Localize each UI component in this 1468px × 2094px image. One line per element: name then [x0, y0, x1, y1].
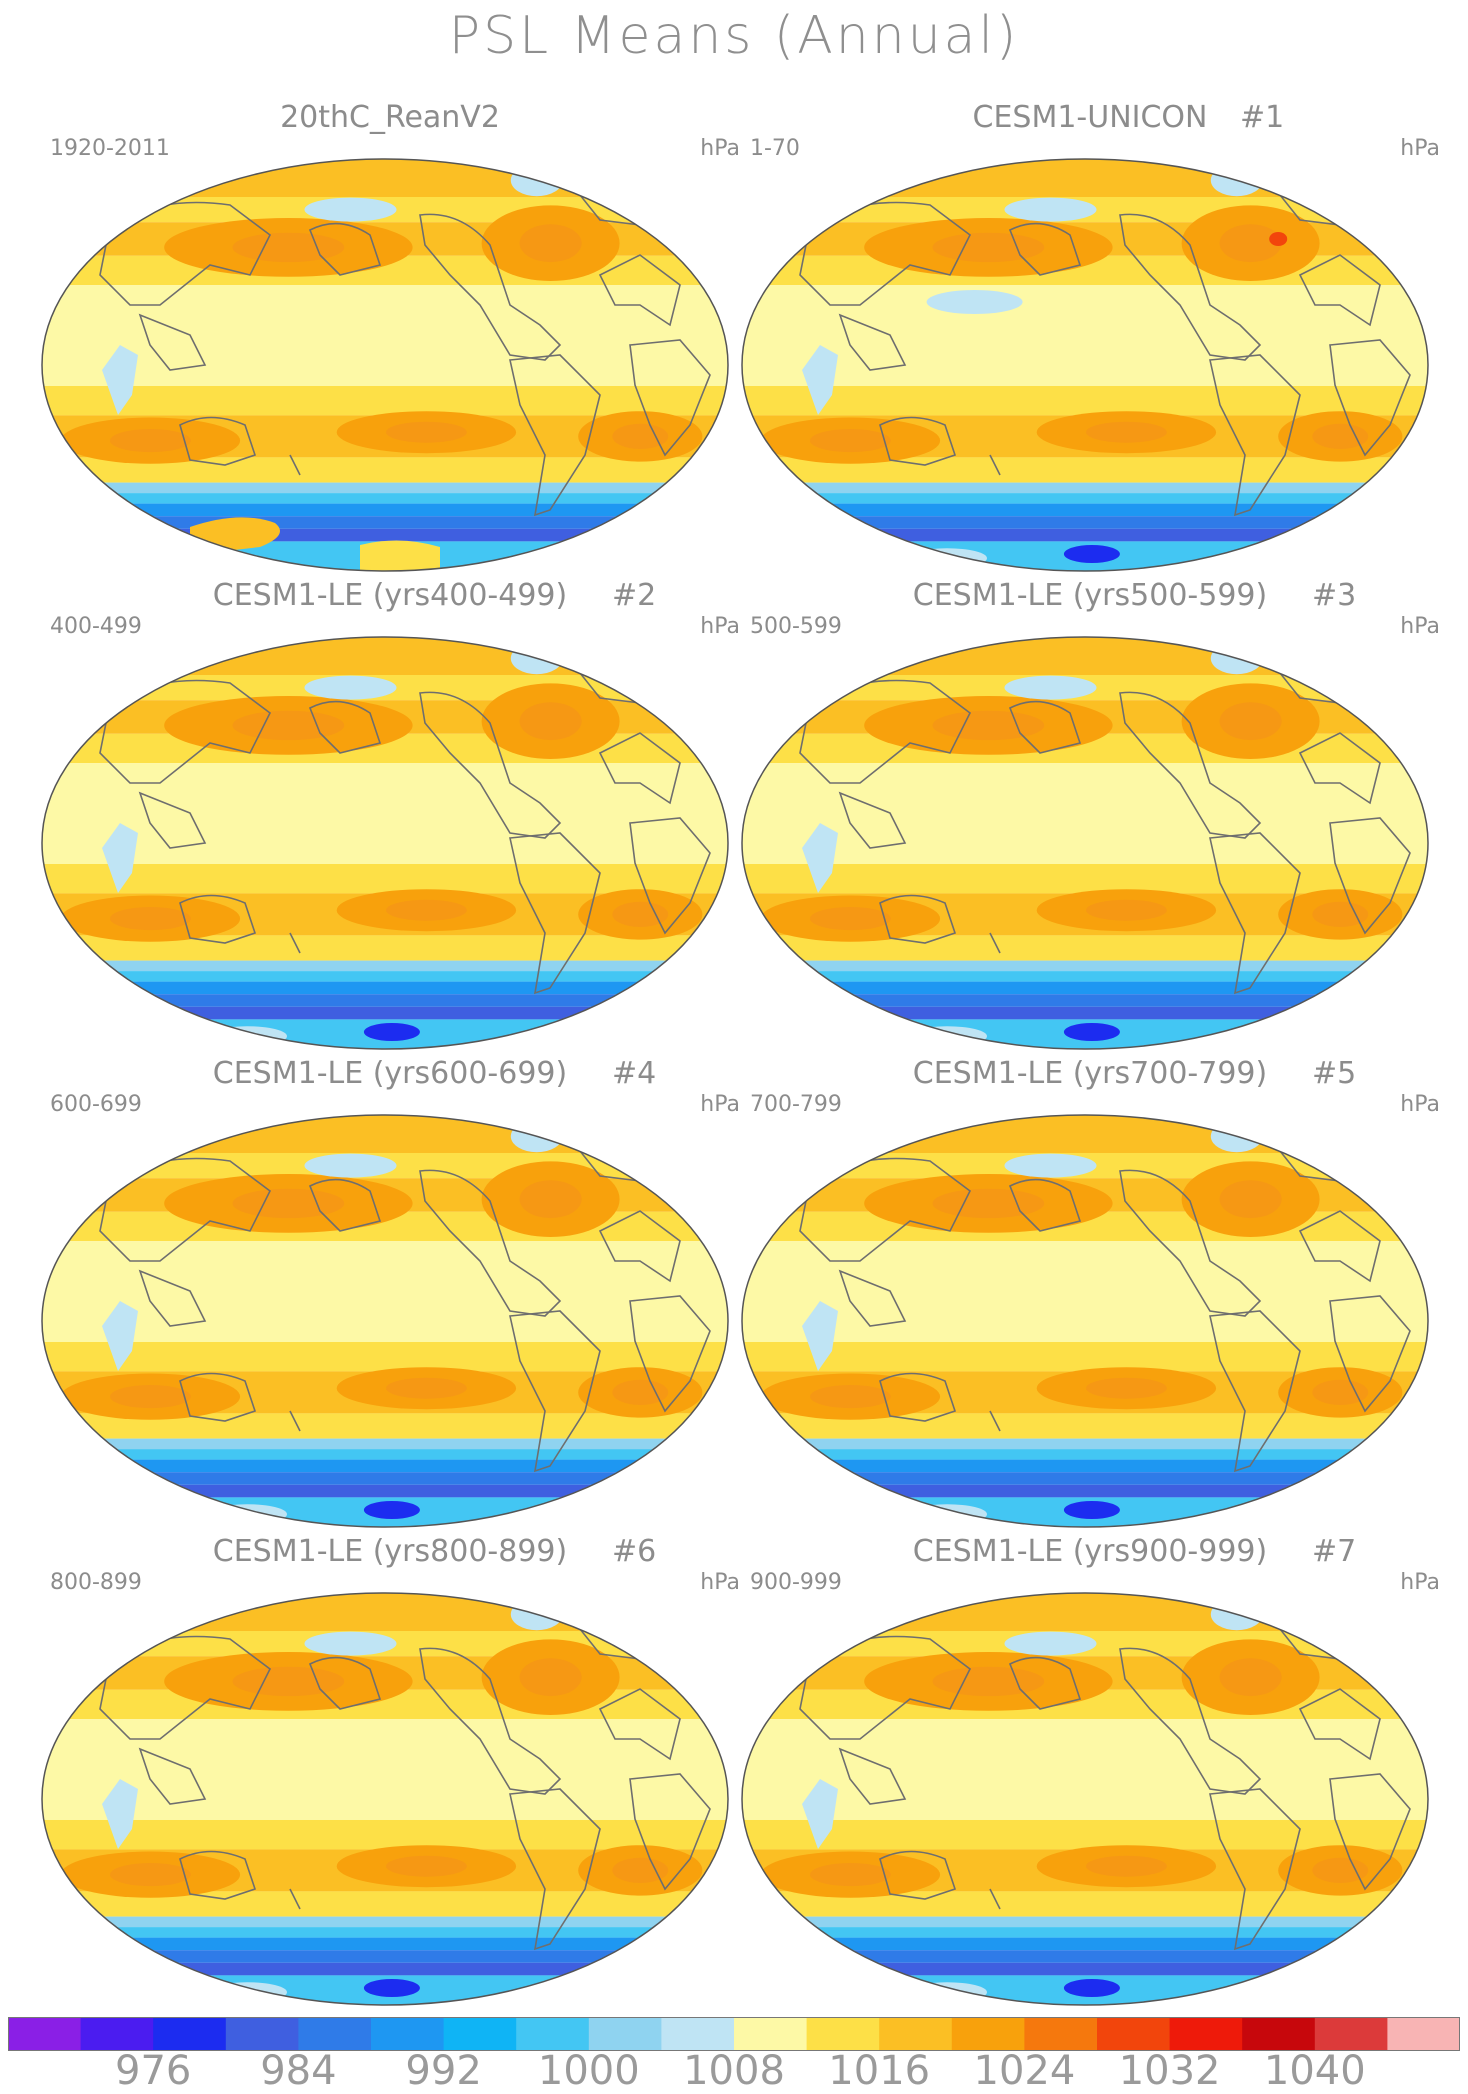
colorbar-swatch: [80, 2017, 154, 2051]
panel-title: CESM1-LE (yrs600-699): [212, 1056, 568, 1091]
colorbar-label: 1016: [828, 2048, 931, 2094]
colorbar-swatch: [1314, 2017, 1388, 2051]
panel-units: hPa: [1400, 1092, 1440, 1117]
panel-years: 400-499: [50, 614, 142, 639]
panel-title: CESM1-LE (yrs900-999): [912, 1534, 1268, 1569]
panel-title: CESM1-LE (yrs500-599): [912, 578, 1268, 613]
panel-title: CESM1-UNICON: [972, 100, 1208, 135]
panel-years: 1920-2011: [50, 136, 170, 161]
panel-number: #4: [612, 1056, 657, 1091]
panel-number: #5: [1312, 1056, 1357, 1091]
colorbar-swatch: [153, 2017, 227, 2051]
panel-number: #1: [1240, 100, 1285, 135]
panel-number: #7: [1312, 1534, 1357, 1569]
colorbar-swatch: [516, 2017, 590, 2051]
psl-map: [41, 1114, 729, 1528]
panel-title: CESM1-LE (yrs800-899): [212, 1534, 568, 1569]
colorbar-swatch: [734, 2017, 808, 2051]
psl-map: [741, 158, 1429, 572]
colorbar-label: 1008: [683, 2048, 785, 2094]
colorbar-label: 984: [260, 2048, 337, 2094]
colorbar-swatch: [1387, 2017, 1460, 2051]
map-panel: CESM1-LE (yrs700-799) #5 700-799 hPa: [740, 1056, 1440, 1528]
colorbar-swatch: [298, 2017, 372, 2051]
colorbar-swatch: [588, 2017, 662, 2051]
colorbar-labels: 976 984 992 1000 1008 1016 1024 1032 1040: [0, 2048, 1468, 2094]
colorbar-swatch: [879, 2017, 953, 2051]
panel-number: #3: [1312, 578, 1357, 613]
psl-map: [741, 1592, 1429, 2006]
panel-units: hPa: [700, 1092, 740, 1117]
panel-units: hPa: [1400, 136, 1440, 161]
colorbar-swatch: [1097, 2017, 1171, 2051]
map-panel: 20thC_ReanV2 1920-2011 hPa: [40, 100, 740, 572]
panel-number: #6: [612, 1534, 657, 1569]
panel-units: hPa: [700, 1570, 740, 1595]
psl-map: [741, 1114, 1429, 1528]
panel-years: 700-799: [750, 1092, 842, 1117]
colorbar-swatch: [1024, 2017, 1098, 2051]
colorbar-label: 1024: [973, 2048, 1076, 2094]
panel-units: hPa: [1400, 1570, 1440, 1595]
panel-title: CESM1-LE (yrs700-799): [912, 1056, 1268, 1091]
panel-units: hPa: [700, 614, 740, 639]
colorbar-swatch: [1169, 2017, 1243, 2051]
colorbar-swatch: [806, 2017, 880, 2051]
psl-map: [41, 636, 729, 1050]
colorbar-swatch: [661, 2017, 735, 2051]
panel-years: 600-699: [50, 1092, 142, 1117]
panel-number: #2: [612, 578, 657, 613]
colorbar-swatch: [443, 2017, 517, 2051]
psl-map: [41, 158, 729, 572]
panel-years: 800-899: [50, 1570, 142, 1595]
colorbar-label: 992: [405, 2048, 482, 2094]
psl-map: [41, 1592, 729, 2006]
colorbar-label: 1000: [537, 2048, 640, 2094]
map-panel: CESM1-LE (yrs900-999) #7 900-999 hPa: [740, 1534, 1440, 2006]
colorbar-label: 1040: [1263, 2048, 1366, 2094]
panel-years: 900-999: [750, 1570, 842, 1595]
colorbar-swatch: [1242, 2017, 1316, 2051]
map-panel: CESM1-LE (yrs600-699) #4 600-699 hPa: [40, 1056, 740, 1528]
colorbar-swatch: [8, 2017, 82, 2051]
colorbar-label: 976: [115, 2048, 192, 2094]
colorbar-swatch: [951, 2017, 1025, 2051]
panel-years: 500-599: [750, 614, 842, 639]
psl-map: [741, 636, 1429, 1050]
figure-title: PSL Means (Annual): [448, 6, 1020, 66]
colorbar-label: 1032: [1118, 2048, 1221, 2094]
map-panel: CESM1-LE (yrs400-499) #2 400-499 hPa: [40, 578, 740, 1050]
map-panel: CESM1-UNICON #1 1-70 hPa: [740, 100, 1440, 572]
panel-units: hPa: [700, 136, 740, 161]
colorbar-swatch: [225, 2017, 299, 2051]
panel-title: CESM1-LE (yrs400-499): [212, 578, 568, 613]
map-panel: CESM1-LE (yrs800-899) #6 800-899 hPa: [40, 1534, 740, 2006]
panel-units: hPa: [1400, 614, 1440, 639]
colorbar-swatch: [371, 2017, 445, 2051]
panel-title: 20thC_ReanV2: [280, 100, 500, 135]
colorbar: [8, 2017, 1460, 2051]
panel-years: 1-70: [750, 136, 800, 161]
map-panel: CESM1-LE (yrs500-599) #3 500-599 hPa: [740, 578, 1440, 1050]
